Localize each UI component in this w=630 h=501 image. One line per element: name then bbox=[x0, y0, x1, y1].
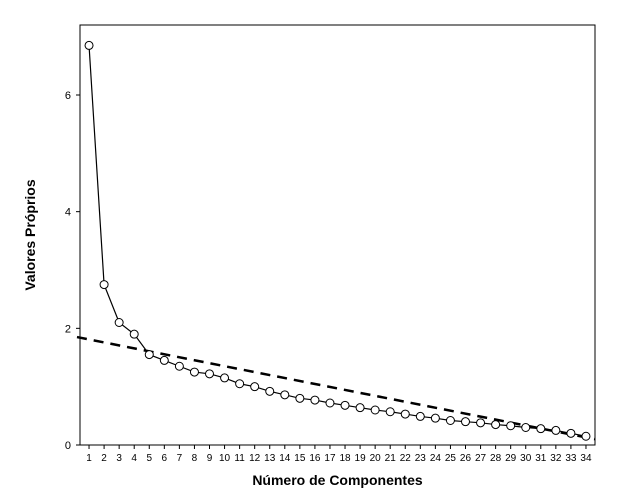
data-marker bbox=[115, 319, 123, 327]
data-marker bbox=[326, 399, 334, 407]
x-tick-label: 5 bbox=[146, 453, 152, 464]
x-tick-label: 32 bbox=[550, 453, 562, 464]
y-tick-label: 4 bbox=[65, 207, 71, 219]
data-marker bbox=[552, 426, 560, 434]
data-marker bbox=[175, 362, 183, 370]
data-marker bbox=[416, 412, 424, 420]
x-tick-label: 14 bbox=[279, 453, 291, 464]
data-marker bbox=[461, 418, 469, 426]
data-marker bbox=[85, 41, 93, 49]
data-marker bbox=[522, 424, 530, 432]
x-tick-label: 31 bbox=[535, 453, 547, 464]
data-marker bbox=[281, 391, 289, 399]
x-tick-label: 28 bbox=[490, 453, 502, 464]
x-tick-label: 11 bbox=[234, 453, 245, 464]
x-tick-label: 34 bbox=[580, 453, 592, 464]
data-marker bbox=[145, 351, 153, 359]
x-axis-title: Número de Componentes bbox=[252, 472, 423, 488]
x-tick-label: 27 bbox=[475, 453, 487, 464]
data-marker bbox=[492, 421, 500, 429]
data-marker bbox=[477, 419, 485, 427]
x-tick-label: 24 bbox=[430, 453, 442, 464]
data-marker bbox=[341, 401, 349, 409]
x-tick-label: 7 bbox=[177, 453, 183, 464]
x-tick-label: 26 bbox=[460, 453, 472, 464]
x-tick-label: 8 bbox=[192, 453, 198, 464]
data-marker bbox=[100, 281, 108, 289]
x-tick-label: 13 bbox=[264, 453, 276, 464]
x-tick-label: 21 bbox=[385, 453, 397, 464]
data-marker bbox=[446, 417, 454, 425]
data-marker bbox=[537, 425, 545, 433]
data-marker bbox=[431, 414, 439, 422]
data-marker bbox=[251, 383, 259, 391]
data-marker bbox=[386, 408, 394, 416]
data-marker bbox=[582, 432, 590, 440]
x-tick-label: 22 bbox=[400, 453, 412, 464]
scree-plot-chart: 0246123456789101112131415161718192021222… bbox=[0, 0, 630, 501]
y-tick-label: 6 bbox=[65, 90, 71, 102]
data-marker bbox=[356, 404, 364, 412]
x-tick-label: 15 bbox=[294, 453, 306, 464]
x-tick-label: 33 bbox=[565, 453, 577, 464]
data-marker bbox=[221, 374, 229, 382]
x-tick-label: 3 bbox=[116, 453, 122, 464]
data-marker bbox=[296, 394, 304, 402]
data-marker bbox=[160, 356, 168, 364]
x-tick-label: 23 bbox=[415, 453, 427, 464]
x-tick-label: 9 bbox=[207, 453, 213, 464]
x-tick-label: 16 bbox=[309, 453, 321, 464]
x-tick-label: 19 bbox=[355, 453, 367, 464]
data-marker bbox=[371, 406, 379, 414]
data-marker bbox=[507, 422, 515, 430]
x-tick-label: 25 bbox=[445, 453, 457, 464]
data-marker bbox=[236, 380, 244, 388]
data-marker bbox=[206, 370, 214, 378]
x-tick-label: 4 bbox=[131, 453, 137, 464]
x-tick-label: 10 bbox=[219, 453, 231, 464]
data-marker bbox=[311, 396, 319, 404]
x-tick-label: 18 bbox=[339, 453, 351, 464]
x-tick-label: 20 bbox=[370, 453, 382, 464]
x-tick-label: 2 bbox=[101, 453, 107, 464]
y-axis-title: Valores Próprios bbox=[22, 179, 38, 290]
plot-area bbox=[80, 25, 595, 445]
y-tick-label: 2 bbox=[65, 323, 71, 335]
data-marker bbox=[401, 410, 409, 418]
y-tick-label: 0 bbox=[65, 440, 71, 452]
x-tick-label: 17 bbox=[324, 453, 336, 464]
data-marker bbox=[567, 429, 575, 437]
data-marker bbox=[190, 368, 198, 376]
x-tick-label: 6 bbox=[162, 453, 168, 464]
x-tick-label: 1 bbox=[86, 453, 92, 464]
chart-svg: 0246123456789101112131415161718192021222… bbox=[0, 0, 630, 501]
data-marker bbox=[130, 330, 138, 338]
x-tick-label: 12 bbox=[249, 453, 261, 464]
x-tick-label: 30 bbox=[520, 453, 532, 464]
x-tick-label: 29 bbox=[505, 453, 517, 464]
data-marker bbox=[266, 387, 274, 395]
